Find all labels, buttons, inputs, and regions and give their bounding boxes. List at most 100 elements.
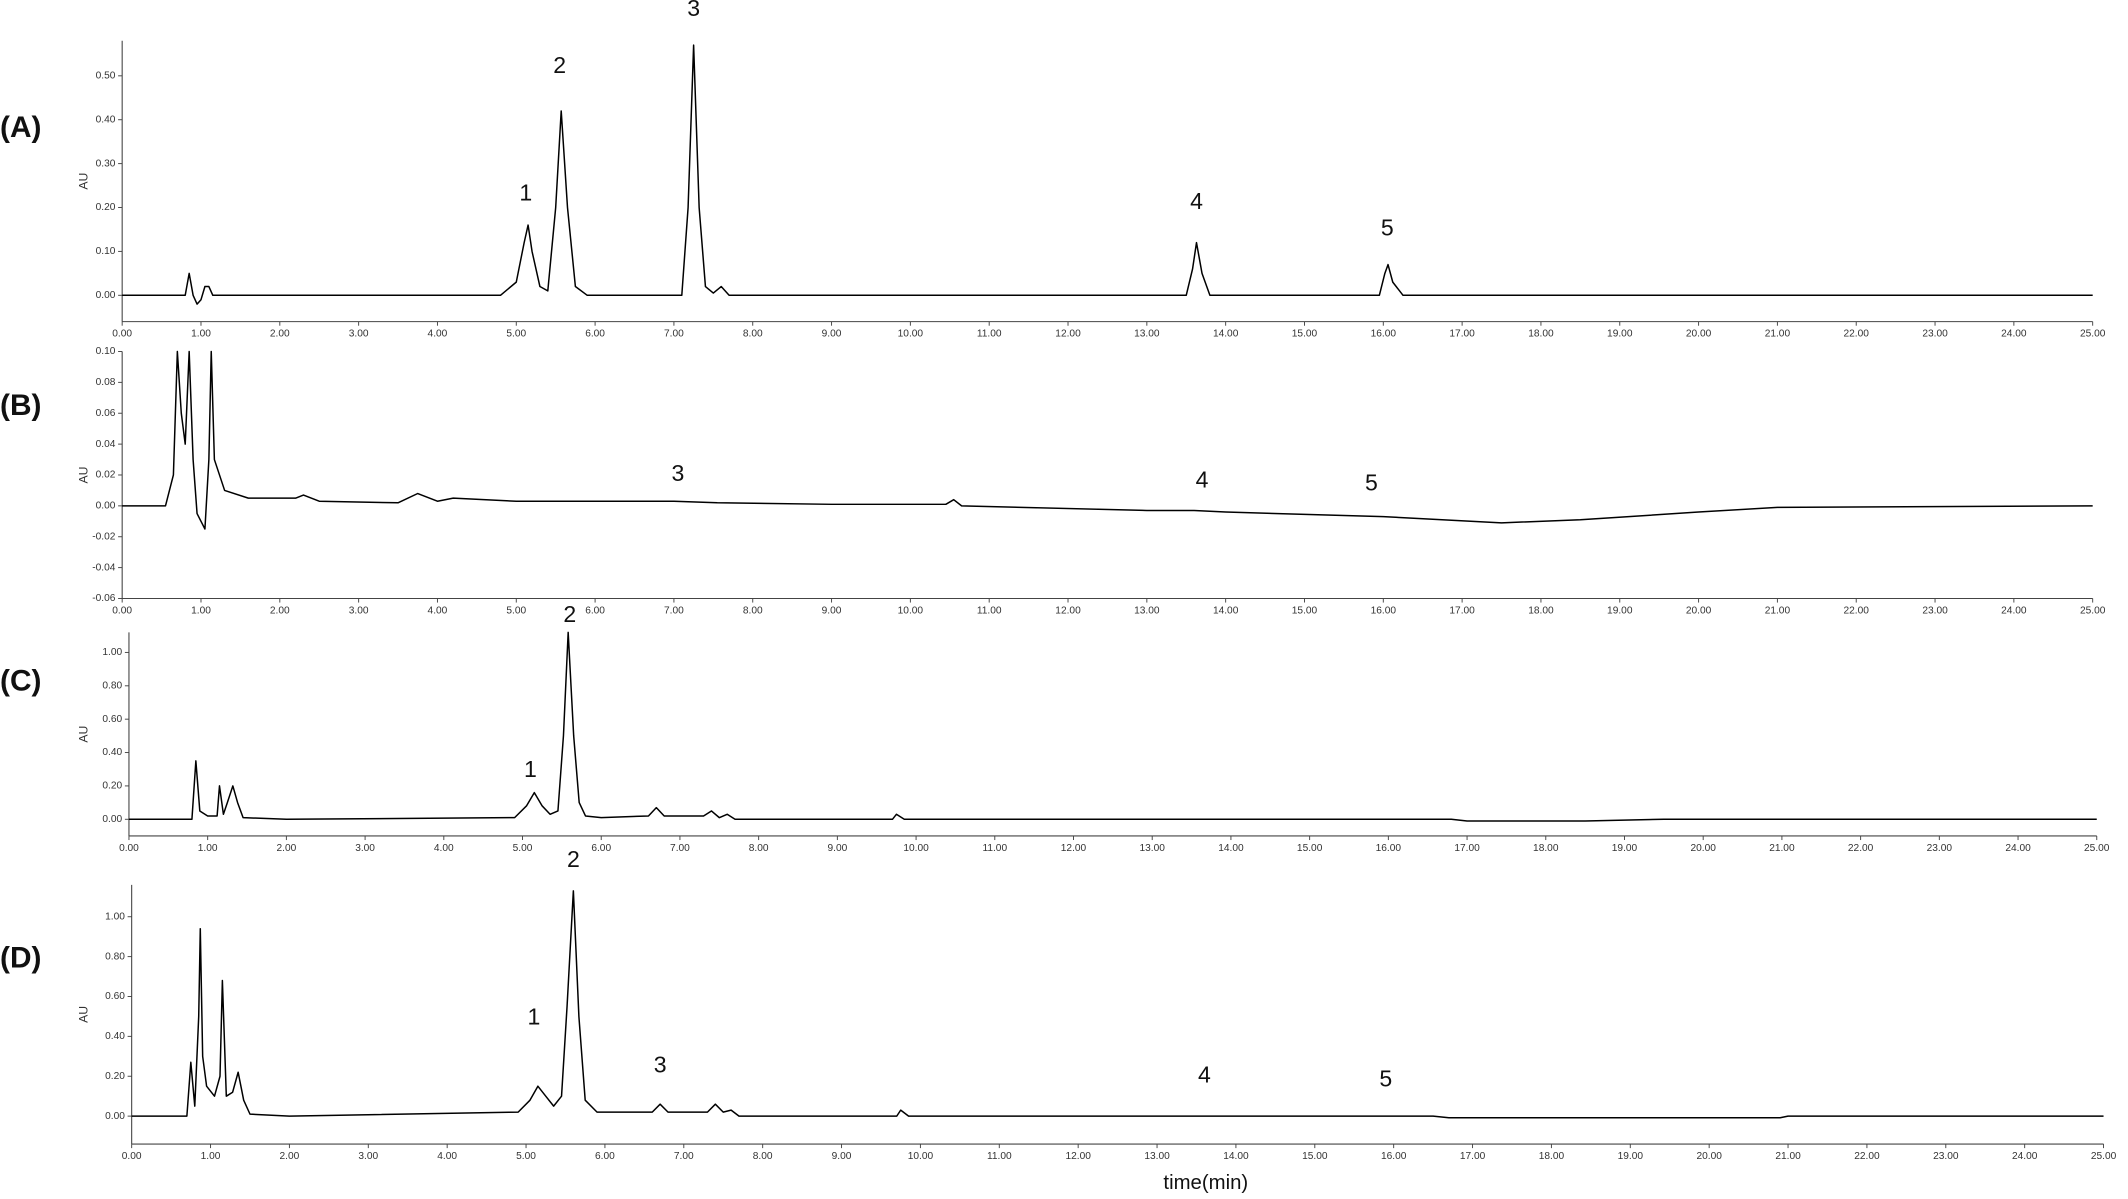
x-tick-label: 5.00	[506, 329, 526, 340]
peak-label: 4	[1198, 1061, 1211, 1087]
x-tick-label: 17.00	[1449, 605, 1475, 616]
trace	[128, 631, 2097, 822]
x-tick-label: 17.00	[1449, 329, 1475, 340]
x-tick-label: 14.00	[1218, 843, 1244, 854]
x-tick-label: 12.00	[1055, 605, 1081, 616]
x-tick-label: 11.00	[977, 329, 1002, 340]
x-tick-label: 17.00	[1454, 843, 1480, 854]
x-tick-label: 19.00	[1612, 843, 1638, 854]
x-tick-label: 5.00	[516, 1151, 536, 1162]
x-tick-label: 21.00	[1769, 843, 1795, 854]
peak-label: 3	[654, 1051, 667, 1077]
x-tick-label: 14.00	[1223, 1151, 1249, 1162]
x-tick-label: 4.00	[437, 1151, 457, 1162]
y-tick-label: 0.10	[96, 346, 116, 357]
y-tick-label: 0.60	[102, 714, 122, 725]
x-tick-label: 22.00	[1844, 605, 1870, 616]
x-tick-label: 15.00	[1302, 1151, 1328, 1162]
x-tick-label: 23.00	[1933, 1151, 1959, 1162]
x-tick-label: 10.00	[898, 329, 924, 340]
y-tick-label: 0.02	[96, 470, 116, 481]
y-tick-label: 0.80	[105, 951, 125, 962]
x-tick-label: 16.00	[1371, 605, 1397, 616]
x-tick-label: 3.00	[349, 329, 369, 340]
y-tick-label: 0.00	[96, 290, 116, 301]
y-axis-label: AU	[76, 726, 90, 743]
x-tick-label: 12.00	[1065, 1151, 1091, 1162]
x-tick-label: 25.00	[2084, 843, 2110, 854]
x-tick-label: 21.00	[1775, 1151, 1801, 1162]
y-tick-label: -0.02	[92, 531, 116, 542]
x-tick-label: 1.00	[191, 605, 211, 616]
x-tick-label: 0.00	[119, 843, 139, 854]
x-tick-label: 14.00	[1213, 605, 1239, 616]
y-tick-label: 0.40	[105, 1031, 125, 1042]
x-tick-label: 14.00	[1213, 329, 1239, 340]
x-tick-label: 8.00	[753, 1151, 773, 1162]
x-tick-label: 10.00	[903, 843, 929, 854]
x-tick-label: 22.00	[1848, 843, 1874, 854]
y-tick-label: 0.00	[105, 1111, 125, 1122]
x-tick-label: 23.00	[1922, 329, 1948, 340]
x-tick-label: 2.00	[276, 843, 296, 854]
x-tick-label: 11.00	[982, 843, 1007, 854]
x-tick-label: 6.00	[585, 605, 605, 616]
x-tick-label: 6.00	[595, 1151, 615, 1162]
y-tick-label: 0.10	[96, 246, 116, 257]
x-tick-label: 18.00	[1528, 329, 1554, 340]
peak-label: 1	[528, 1004, 541, 1030]
x-tick-label: 10.00	[908, 1151, 934, 1162]
x-tick-label: 13.00	[1134, 329, 1160, 340]
peak-label: 4	[1190, 188, 1203, 214]
x-tick-label: 19.00	[1607, 605, 1633, 616]
x-tick-label: 9.00	[827, 843, 847, 854]
y-tick-label: -0.06	[92, 593, 116, 604]
trace	[122, 44, 2093, 305]
x-tick-label: 6.00	[591, 843, 611, 854]
y-tick-label: 0.50	[96, 71, 116, 82]
x-tick-label: 8.00	[749, 843, 769, 854]
x-tick-label: 23.00	[1927, 843, 1953, 854]
y-axis-label: AU	[76, 1006, 90, 1023]
x-tick-label: 2.00	[270, 605, 290, 616]
x-tick-label: 18.00	[1528, 605, 1554, 616]
y-tick-label: 0.00	[102, 814, 122, 825]
peak-label: 2	[553, 52, 566, 78]
x-tick-label: 25.00	[2080, 605, 2106, 616]
x-tick-label: 23.00	[1922, 605, 1948, 616]
y-tick-label: 0.04	[96, 439, 116, 450]
y-tick-label: 0.60	[105, 991, 125, 1002]
x-tick-label: 9.00	[832, 1151, 852, 1162]
peak-label: 1	[524, 756, 537, 782]
trace	[122, 350, 2093, 530]
x-tick-label: 12.00	[1055, 329, 1081, 340]
x-tick-label: 8.00	[743, 329, 763, 340]
y-tick-label: 0.20	[102, 781, 122, 792]
x-tick-label: 20.00	[1686, 605, 1712, 616]
x-axis-title: time(min)	[1163, 1172, 1248, 1194]
x-tick-label: 0.00	[122, 1151, 142, 1162]
trace	[131, 890, 2104, 1119]
y-tick-label: 0.08	[96, 377, 116, 388]
x-tick-label: 1.00	[191, 329, 211, 340]
x-tick-label: 0.00	[112, 605, 132, 616]
x-tick-label: 6.00	[585, 329, 605, 340]
y-tick-label: 0.30	[96, 158, 116, 169]
x-tick-label: 19.00	[1607, 329, 1633, 340]
y-tick-label: 0.80	[102, 680, 122, 691]
x-tick-label: 4.00	[428, 605, 448, 616]
panel-label: (A)	[0, 111, 41, 144]
x-tick-label: 12.00	[1061, 843, 1087, 854]
y-tick-label: 0.20	[105, 1071, 125, 1082]
y-tick-label: 0.40	[96, 114, 116, 125]
x-tick-label: 24.00	[2001, 329, 2027, 340]
x-tick-label: 13.00	[1140, 843, 1166, 854]
peak-label: 3	[687, 0, 700, 21]
x-tick-label: 4.00	[434, 843, 454, 854]
x-tick-label: 21.00	[1765, 605, 1791, 616]
x-tick-label: 1.00	[198, 843, 218, 854]
x-tick-label: 18.00	[1539, 1151, 1565, 1162]
x-tick-label: 8.00	[743, 605, 763, 616]
x-tick-label: 1.00	[201, 1151, 221, 1162]
